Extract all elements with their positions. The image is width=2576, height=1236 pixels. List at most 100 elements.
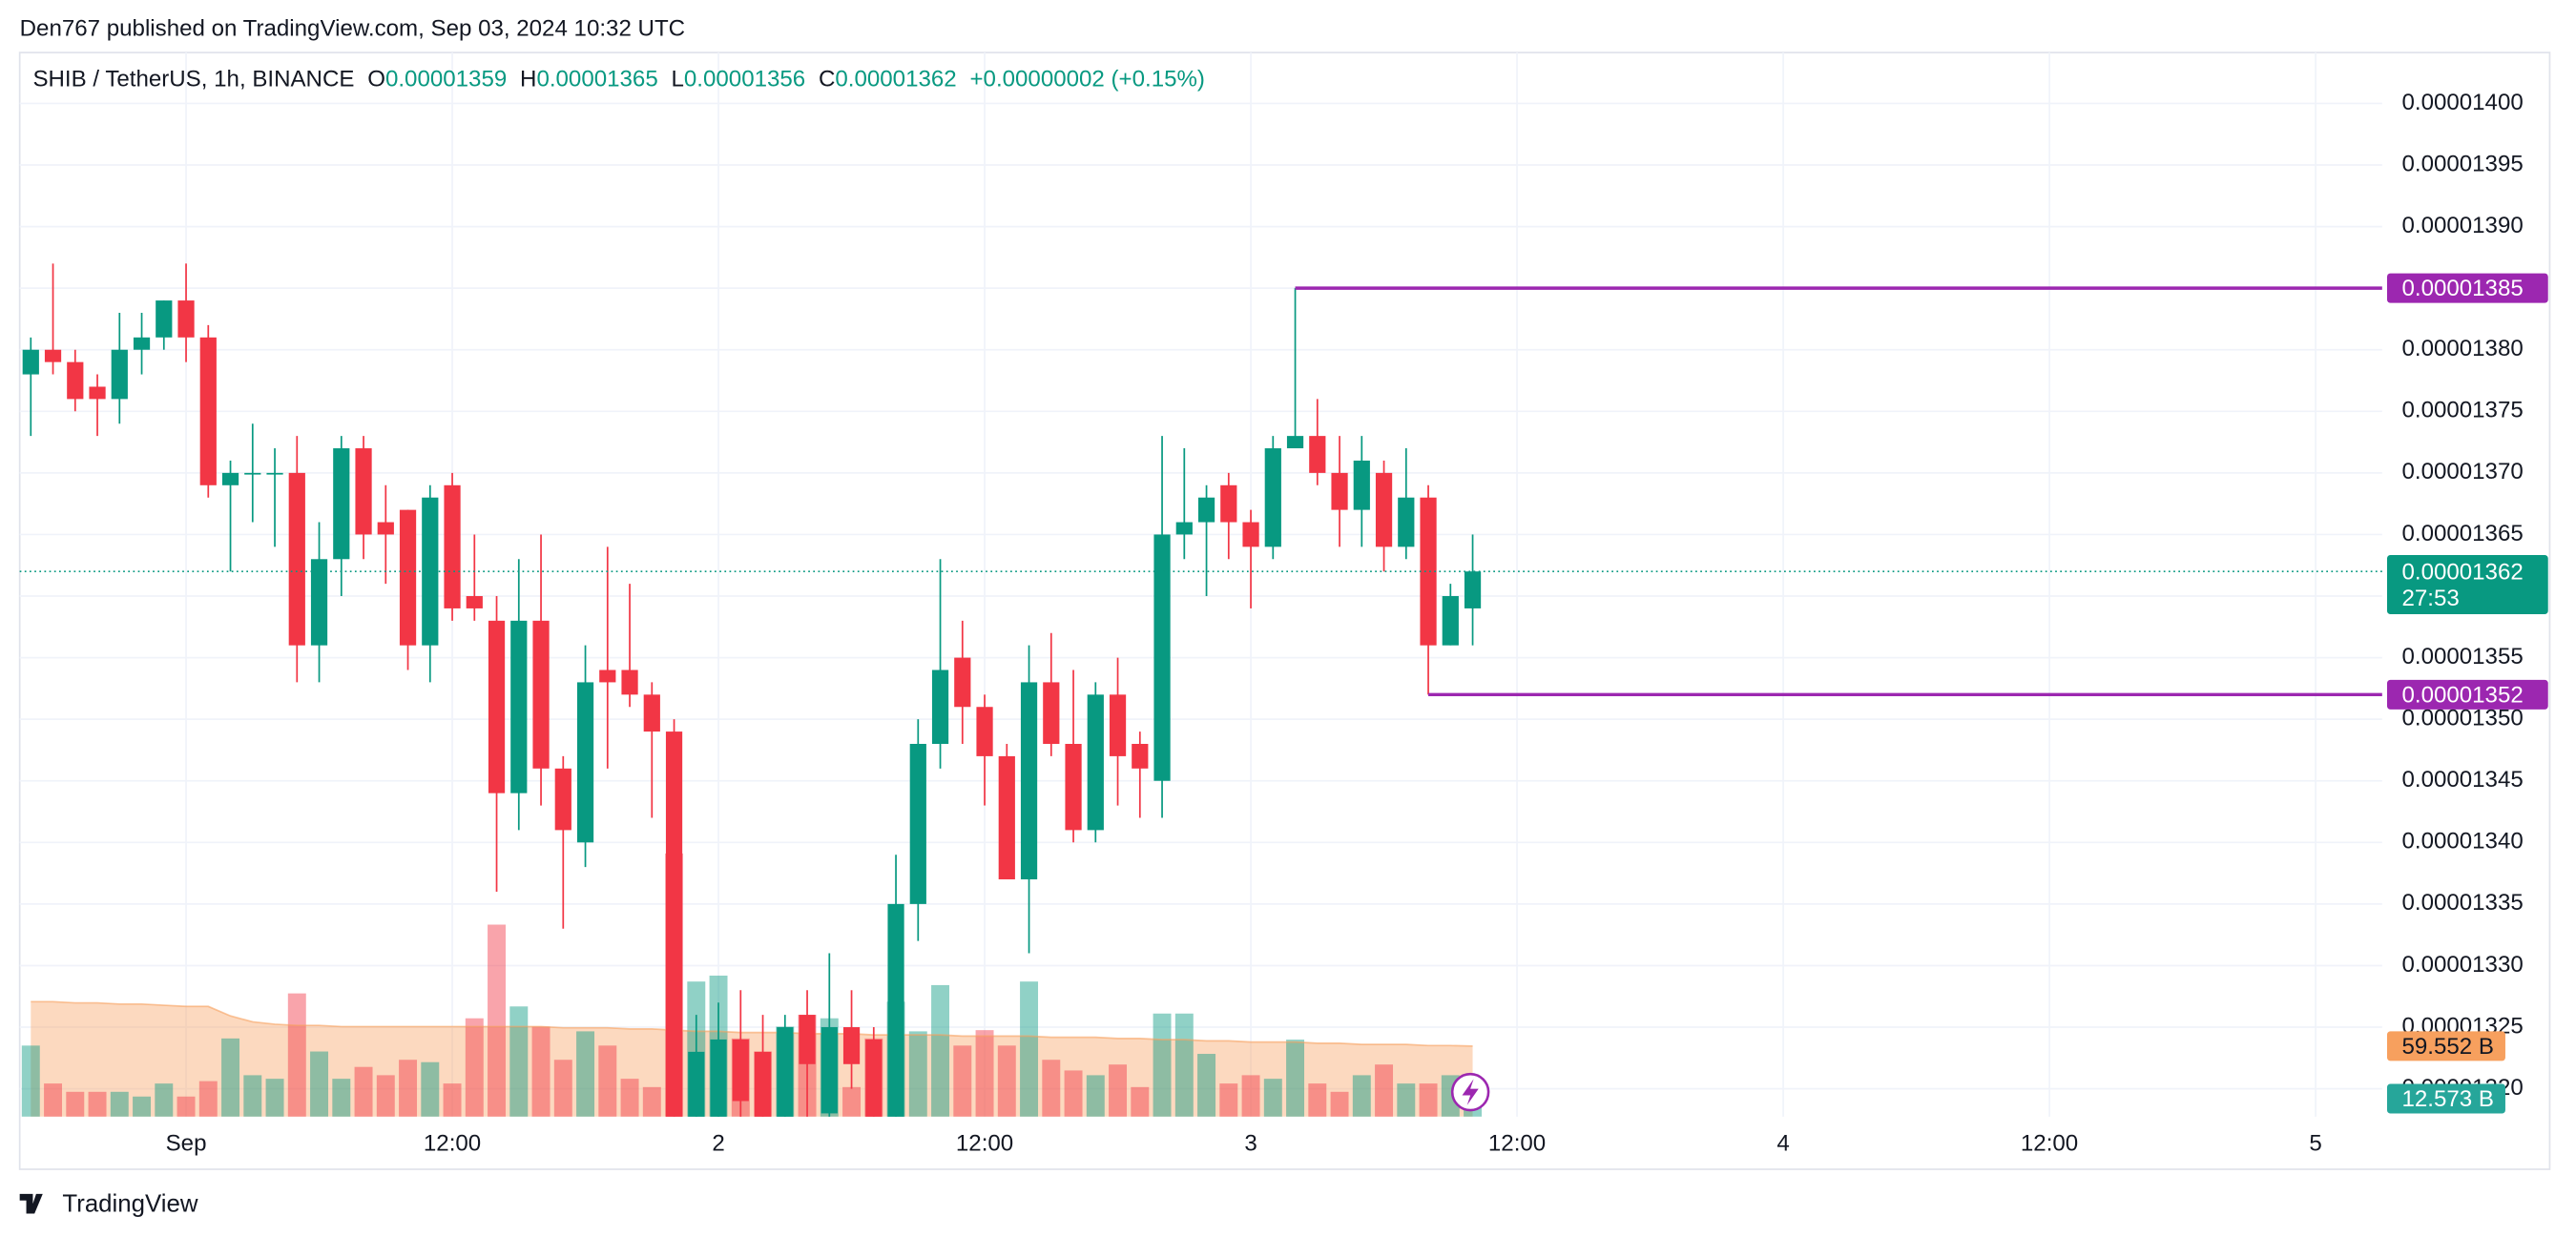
candles [22,263,1482,1117]
candle-body [177,300,195,338]
candle-body [732,1039,749,1102]
volume-bar [642,1086,661,1117]
x-tick-label: Sep [166,1131,207,1157]
last-price-badge [2386,554,2548,614]
candle-body [688,1051,705,1117]
y-tick-label: 0.00001345 [2401,767,2523,793]
candle-body [599,670,616,683]
volume-bar [1086,1075,1105,1117]
volume-bar [1197,1054,1216,1117]
legend: SHIB / TetherUS, 1h, BINANCE O0.00001359 H… [32,67,1205,93]
candle-body [1464,571,1482,608]
volume-bar [1131,1086,1150,1117]
y-tick-label: 0.00001365 [2401,521,2523,546]
volume-bar [66,1091,85,1117]
candle-body [377,522,394,535]
candle-body [576,682,594,843]
countdown: 27:53 [2401,586,2459,611]
level-badge [2386,679,2548,710]
ohlc-value: 0.00001362 [835,67,956,93]
candle-body [1020,682,1038,880]
y-tick-label: 0.00001355 [2401,644,2523,670]
volume-bar [620,1079,639,1117]
y-tick-label: 0.00001330 [2401,952,2523,978]
volume-bar [332,1079,351,1117]
volume-bar [509,1006,529,1117]
candle-body [799,1015,816,1064]
candle-body [1087,694,1104,831]
volume-bar [155,1083,174,1117]
overlays: 0.00001400 0.00001395 0.00001390 0.00001385… [19,90,2548,1157]
candle-body [510,620,528,793]
volume-bar [1042,1060,1061,1117]
header: Den767 published on TradingView.com, Sep… [20,15,685,41]
candle-body [1264,448,1281,547]
ohlc-label: H [520,67,536,93]
volume-bar [354,1066,373,1117]
candle-body [1375,472,1393,547]
candle-body [1109,694,1127,756]
candle-body [1442,596,1459,646]
ohlc-value: 0.00001359 [385,67,507,93]
volume-bar [287,993,306,1117]
volume-bar [265,1079,284,1117]
logo-text: TradingView [62,1191,197,1218]
candle-body [1309,436,1326,473]
candle-body [931,670,949,744]
candle-body [643,694,660,732]
volume-ma-label: 59.552 B [2401,1034,2493,1060]
ohlc-value: 0.00001356 [684,67,805,93]
x-tick-label: 12:00 [956,1131,1013,1157]
ohlc-label: L [672,67,684,93]
candle-body [89,386,106,400]
candle-body [22,349,39,375]
volume-bar [221,1038,240,1117]
candle-body [998,755,1015,880]
volume-bar [1174,1013,1194,1117]
volume-bar [488,924,507,1117]
volume-bar [376,1075,395,1117]
volume-bar [421,1061,440,1117]
last-price-label: 0.00001362 [2401,559,2523,585]
candle-body [665,731,683,1117]
candle-body [310,559,328,646]
ohlc-value: 0.00001365 [536,67,657,93]
candle-body [444,484,461,608]
candle-body [1286,436,1304,449]
frame [18,52,2551,1170]
change: +0.00000002 (+0.15%) [969,67,1205,93]
candle-body [133,337,151,350]
candle-body [954,657,971,708]
level-label: 0.00001385 [2401,276,2523,301]
candle-body [821,1027,838,1114]
volume-bar [443,1083,462,1117]
x-tick-label: 4 [1776,1131,1789,1157]
candle-body [1331,472,1348,510]
volume-bar [88,1091,107,1117]
candle-body [1220,484,1237,523]
candle-body [355,448,372,535]
y-tick-label: 0.00001380 [2401,336,2523,361]
volume-bar [1330,1091,1349,1117]
candle-body [1132,743,1149,769]
volume-bar [1219,1083,1238,1117]
candle-body [1420,497,1437,646]
volume-bar [243,1075,262,1117]
volume-bar [1109,1064,1128,1117]
volume-bar [931,984,950,1117]
volume-bar [1286,1040,1305,1117]
volume-bar [842,1086,862,1117]
volume-bar [44,1083,63,1117]
y-tick-label: 0.00001400 [2401,90,2523,115]
candle-body [1353,460,1370,510]
volume-bar [953,1045,972,1117]
volume-bar [177,1096,196,1117]
volume-bar [975,1030,994,1117]
candle-body [865,1039,883,1117]
candle-body [1065,743,1082,831]
candle-body [244,472,261,475]
volume-ma-badge [2386,1031,2505,1061]
candle-body [333,448,350,560]
x-tick-label: 12:00 [1488,1131,1546,1157]
